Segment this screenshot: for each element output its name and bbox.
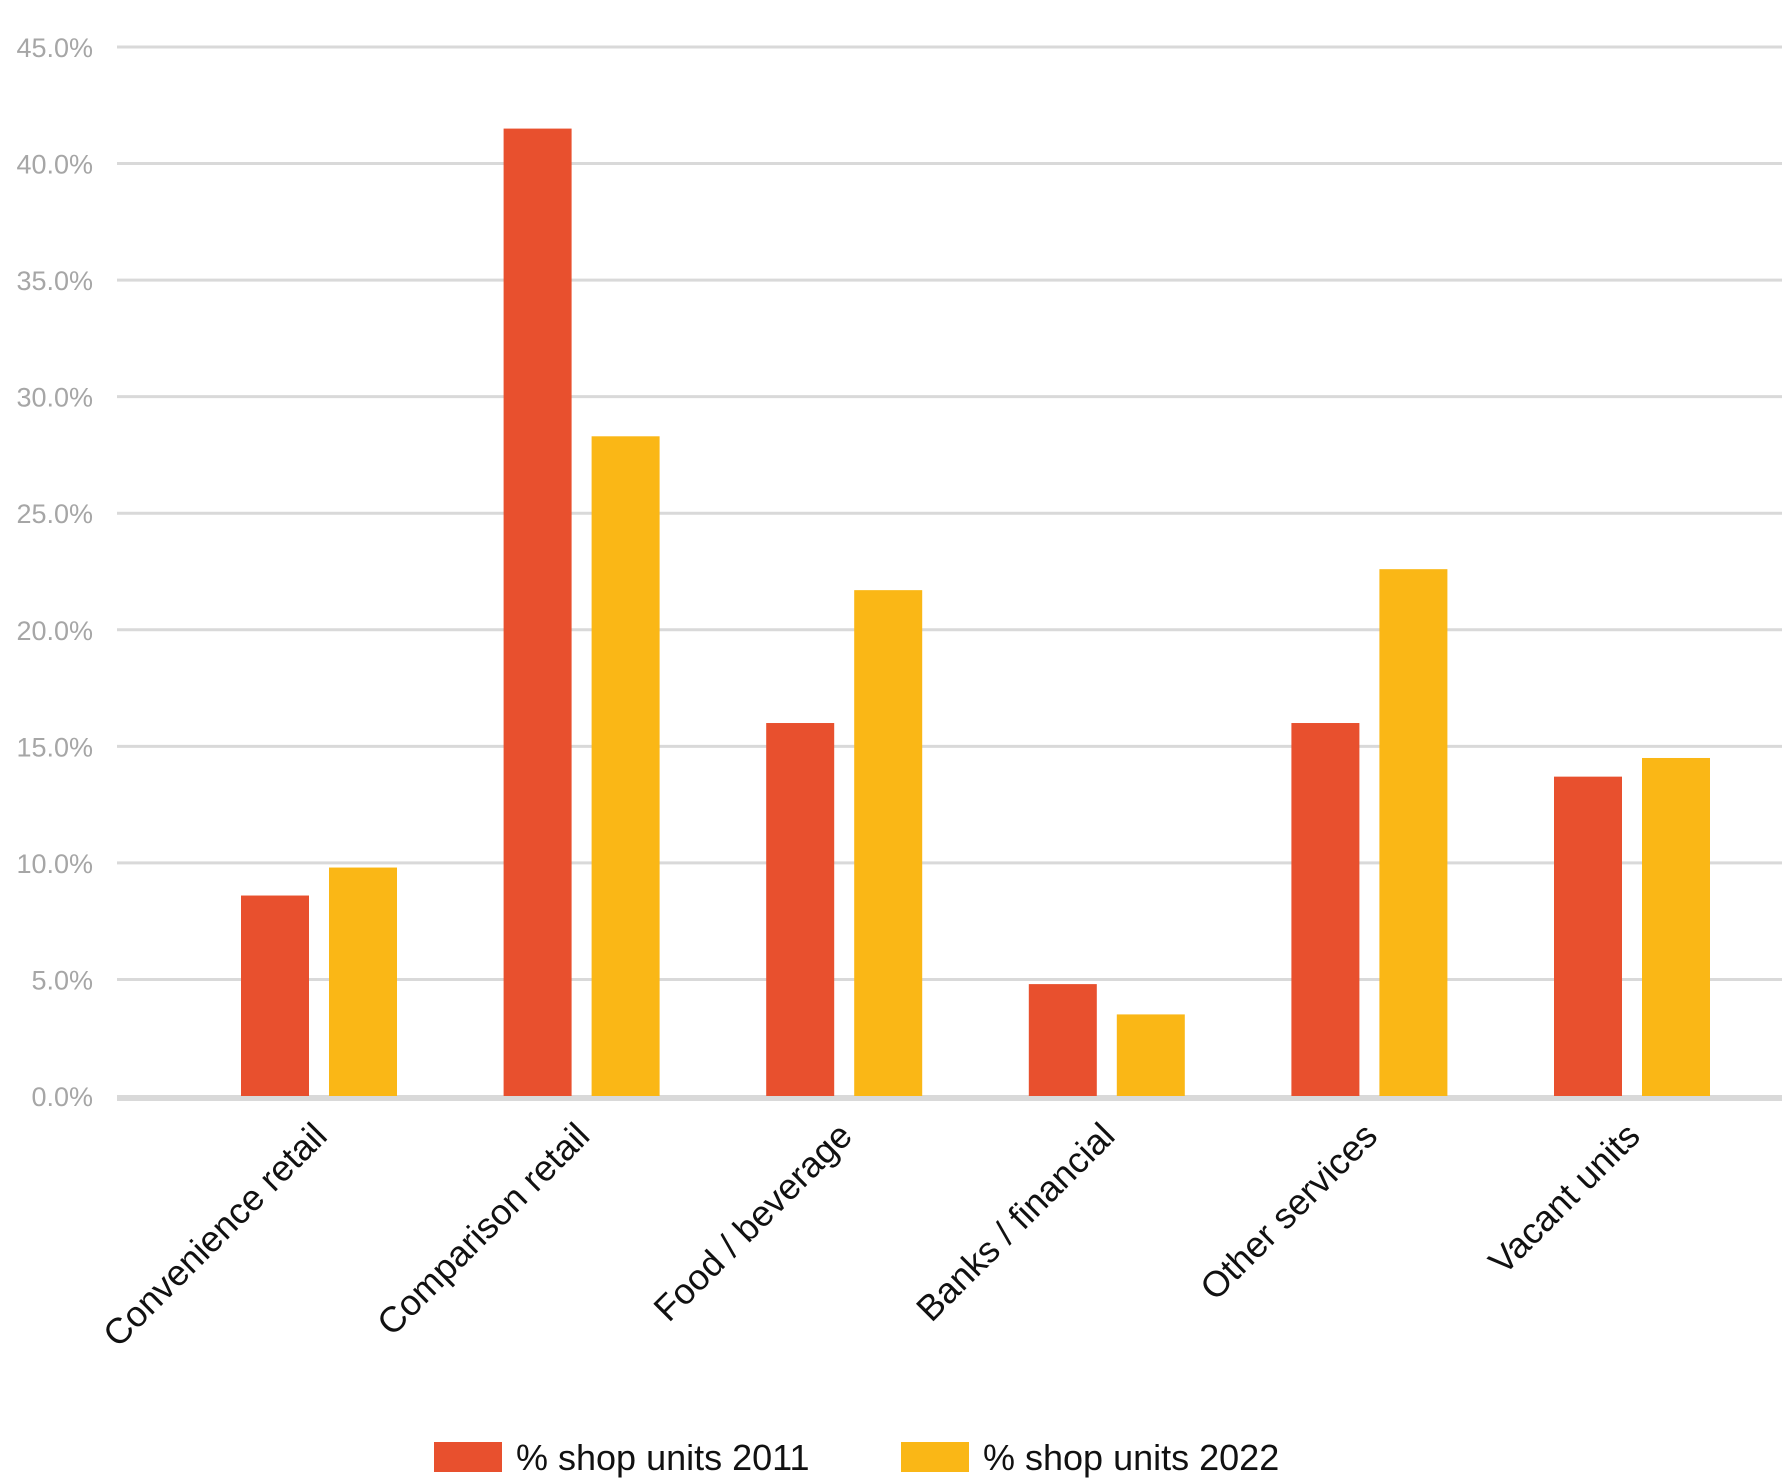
bar-2022 — [1379, 569, 1448, 1096]
legend-label: % shop units 2011 — [516, 1437, 810, 1478]
y-tick-label: 5.0% — [31, 965, 93, 995]
bar-2011 — [1554, 776, 1622, 1096]
y-tick-label: 20.0% — [16, 616, 93, 646]
y-tick-label: 45.0% — [16, 33, 93, 63]
bar-2011 — [766, 723, 835, 1096]
x-tick-label: Comparison retail — [369, 1115, 597, 1343]
bar-2011 — [1291, 723, 1360, 1096]
y-tick-label: 15.0% — [16, 732, 93, 762]
bar-2011 — [1028, 984, 1097, 1096]
bar-2022 — [329, 867, 397, 1096]
bar-2011 — [503, 128, 572, 1097]
bar-2022 — [854, 590, 923, 1096]
x-tick-label: Other services — [1192, 1115, 1385, 1308]
x-tick-label: Banks / financial — [908, 1115, 1122, 1329]
y-tick-label: 10.0% — [16, 849, 93, 879]
x-axis-tick-labels: Convenience retail Comparison retail Food … — [95, 1115, 1648, 1355]
y-tick-label: 0.0% — [31, 1082, 93, 1112]
x-tick-label: Vacant units — [1480, 1115, 1647, 1282]
y-tick-label: 25.0% — [16, 499, 93, 529]
x-tick-label: Convenience retail — [95, 1115, 335, 1355]
bar-2022 — [591, 436, 660, 1097]
y-tick-label: 35.0% — [16, 266, 93, 296]
y-tick-label: 30.0% — [16, 383, 93, 413]
legend-swatch — [434, 1442, 502, 1472]
bar-2022 — [1116, 1014, 1185, 1096]
bars — [241, 128, 1710, 1097]
legend: % shop units 2011 % shop units 2022 — [434, 1437, 1279, 1478]
bar-2011 — [241, 895, 309, 1096]
bar-2022 — [1642, 757, 1710, 1096]
y-axis-tick-labels: 0.0% 5.0% 10.0% 15.0% 20.0% 25.0% 30.0% 35.0% 40… — [16, 33, 93, 1112]
legend-label: % shop units 2022 — [983, 1437, 1279, 1478]
y-tick-label: 40.0% — [16, 150, 93, 180]
legend-swatch — [901, 1442, 969, 1472]
x-tick-label: Food / beverage — [645, 1115, 859, 1329]
